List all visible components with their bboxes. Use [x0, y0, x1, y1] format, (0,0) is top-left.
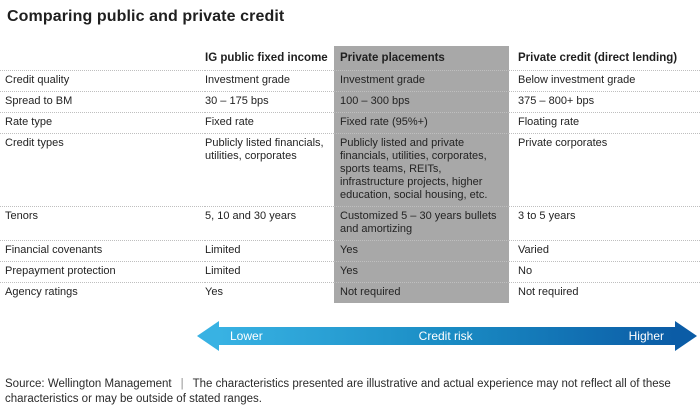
cell-private-placements: 100 – 300 bps — [334, 91, 509, 112]
cell-ig-public: Yes — [205, 282, 334, 303]
cell-private-placements: Investment grade — [334, 70, 509, 91]
table-row-spread-to-bm: Spread to BM 30 – 175 bps 100 – 300 bps … — [0, 91, 700, 112]
cell-ig-public: Investment grade — [205, 70, 334, 91]
row-label: Credit quality — [0, 70, 205, 91]
column-header-ig-public: IG public fixed income — [205, 52, 328, 64]
table-row-credit-types: Credit types Publicly listed financials,… — [0, 133, 700, 206]
cell-private-credit: 375 – 800+ bps — [509, 91, 700, 112]
table-header-row: IG public fixed income Private placement… — [0, 46, 700, 70]
row-label: Prepayment protection — [0, 261, 205, 282]
row-label: Rate type — [0, 112, 205, 133]
cell-private-credit: Not required — [509, 282, 700, 303]
row-label: Agency ratings — [0, 282, 205, 303]
disclaimer-text: The characteristics presented are illust… — [5, 378, 671, 405]
arrow-label-lower: Lower — [230, 329, 263, 343]
source-separator: | — [180, 378, 184, 390]
table-row-prepayment-protection: Prepayment protection Limited Yes No — [0, 261, 700, 282]
cell-private-credit: No — [509, 261, 700, 282]
row-label: Credit types — [0, 133, 205, 206]
cell-private-credit: Below investment grade — [509, 70, 700, 91]
left-arrowhead-icon — [197, 321, 219, 351]
table-row-rate-type: Rate type Fixed rate Fixed rate (95%+) F… — [0, 112, 700, 133]
row-label: Tenors — [0, 206, 205, 240]
cell-private-placements: Fixed rate (95%+) — [334, 112, 509, 133]
table-row-agency-ratings: Agency ratings Yes Not required Not requ… — [0, 282, 700, 303]
source-note: Source: Wellington Management | The charac… — [5, 377, 681, 406]
cell-private-placements: Not required — [334, 282, 509, 303]
cell-ig-public: Publicly listed financials, utilities, c… — [205, 133, 334, 206]
column-header-blank — [0, 46, 205, 70]
arrow-label-credit-risk: Credit risk — [418, 329, 473, 343]
credit-risk-gradient-bar: Lower Credit risk Higher — [219, 327, 675, 345]
arrow-label-higher: Higher — [628, 329, 664, 343]
right-arrowhead-icon — [675, 321, 697, 351]
cell-ig-public: Limited — [205, 240, 334, 261]
column-header-private-credit: Private credit (direct lending) — [518, 52, 678, 64]
row-label: Financial covenants — [0, 240, 205, 261]
column-header-private-placements: Private placements — [334, 46, 509, 70]
page-title: Comparing public and private credit — [7, 8, 285, 25]
comparison-table: IG public fixed income Private placement… — [0, 46, 700, 303]
cell-ig-public: Fixed rate — [205, 112, 334, 133]
row-label: Spread to BM — [0, 91, 205, 112]
cell-private-credit: Varied — [509, 240, 700, 261]
table-row-credit-quality: Credit quality Investment grade Investme… — [0, 70, 700, 91]
cell-private-placements: Publicly listed and private financials, … — [334, 133, 509, 206]
cell-private-credit: Floating rate — [509, 112, 700, 133]
cell-private-placements: Customized 5 – 30 years bullets and amor… — [334, 206, 509, 240]
source-text: Source: Wellington Management — [5, 378, 172, 390]
cell-ig-public: 5, 10 and 30 years — [205, 206, 334, 240]
cell-private-credit: Private corporates — [509, 133, 700, 206]
table-row-tenors: Tenors 5, 10 and 30 years Customized 5 –… — [0, 206, 700, 240]
table-row-financial-covenants: Financial covenants Limited Yes Varied — [0, 240, 700, 261]
cell-private-credit: 3 to 5 years — [509, 206, 700, 240]
cell-private-placements: Yes — [334, 261, 509, 282]
credit-risk-arrow: Lower Credit risk Higher — [197, 321, 697, 351]
cell-ig-public: Limited — [205, 261, 334, 282]
cell-private-placements: Yes — [334, 240, 509, 261]
cell-ig-public: 30 – 175 bps — [205, 91, 334, 112]
